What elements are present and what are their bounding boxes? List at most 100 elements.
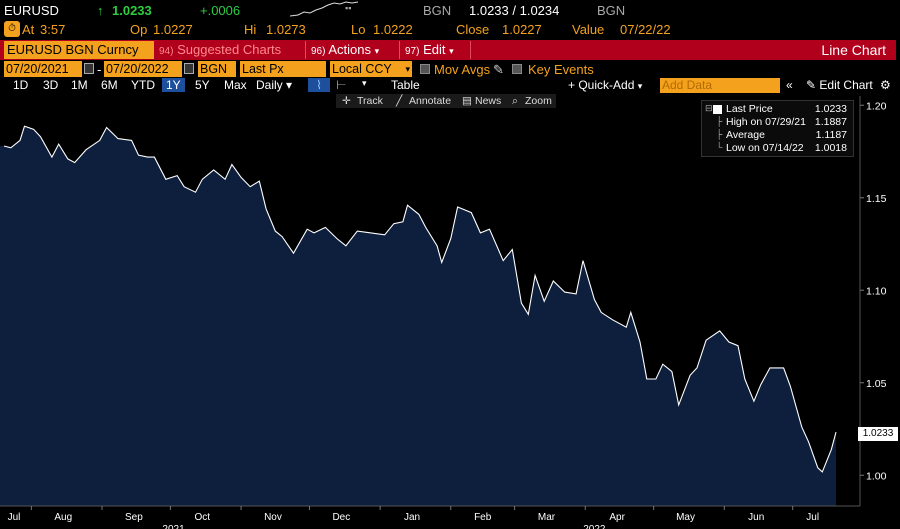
calendar-icon[interactable]	[84, 63, 94, 74]
title-bar: EURUSD BGN Curncy 94) Suggested Charts 9…	[0, 40, 896, 60]
price-chart[interactable]: 1.001.051.101.151.20 Jul Aug Sep Oct Nov Dec J…	[0, 96, 900, 529]
x-tick-label: Nov	[264, 512, 282, 523]
range-1m[interactable]: 1M	[71, 78, 88, 92]
bar-chart-icon[interactable]: ⊢	[336, 78, 347, 92]
key-events-checkbox[interactable]	[512, 64, 522, 74]
chart-tools: ✛ Track ╱ Annotate ▤ News ⌕ Zoom	[336, 94, 556, 108]
x-tick-label: Dec	[332, 512, 350, 523]
bid-ask: 1.0233 / 1.0234	[469, 3, 560, 18]
legend-tree-icon: ├	[716, 116, 723, 126]
y-tick-label: 1.15	[866, 193, 887, 205]
legend-collapse-icon[interactable]: ⊟	[705, 103, 713, 113]
legend-tree-icon: ├	[716, 129, 723, 139]
value-label: Value	[572, 22, 605, 37]
x-tick-label: Jun	[748, 512, 764, 523]
x-tick-label: Jul	[8, 512, 21, 523]
annotate-button[interactable]: Annotate	[409, 95, 452, 107]
y-tick-label: 1.05	[866, 378, 887, 390]
x-tick-label: Mar	[538, 512, 556, 523]
x-tick-label: May	[676, 512, 695, 523]
security-input[interactable]: EURUSD BGN Curncy	[4, 41, 154, 59]
edit-label: Edit	[423, 42, 446, 57]
high-label: Hi	[244, 22, 257, 37]
currency-select[interactable]: Local CCY ▾	[330, 61, 412, 77]
suggested-charts-menu[interactable]: 94) Suggested Charts	[159, 42, 281, 57]
range-ytd[interactable]: YTD	[131, 78, 155, 92]
quote-time: 3:57	[40, 22, 66, 37]
frequency-select[interactable]: Daily ▾	[256, 78, 292, 92]
news-button[interactable]: News	[475, 95, 502, 107]
mov-avgs-label: Mov Avgs	[434, 62, 491, 77]
zoom-button[interactable]: Zoom	[525, 95, 552, 107]
actions-number: 96)	[311, 46, 326, 57]
range-max[interactable]: Max	[224, 78, 247, 92]
x-tick-label: Apr	[609, 512, 625, 523]
y-tick-label: 1.20	[866, 100, 887, 112]
suggested-charts-label: Suggested Charts	[177, 42, 282, 57]
x-tick-label: Jul	[806, 512, 819, 523]
pencil-icon[interactable]: ✎	[493, 62, 504, 77]
quote-row: ⏱ At 3:57 Op 1.0227 Hi 1.0273 Lo 1.0222 …	[0, 20, 900, 39]
legend-avg-label: Average	[726, 129, 765, 141]
chevron-down-icon: ▾	[374, 46, 380, 56]
gear-icon[interactable]: ⚙	[880, 78, 891, 92]
annotate-icon[interactable]: ╱	[396, 95, 403, 107]
chevron-down-icon: ▾	[637, 81, 643, 91]
mov-avgs-checkbox[interactable]	[420, 64, 430, 74]
chart-legend[interactable]: ⊟ Last Price 1.0233 ├ High on 07/29/21 1…	[701, 100, 854, 157]
source-label: BGN	[423, 3, 452, 18]
legend-high-label: High on 07/29/21	[726, 116, 806, 128]
sparkline-marker-icon: ▪▪	[345, 3, 352, 13]
value-date: 07/22/22	[620, 22, 671, 37]
field-input[interactable]: Last Px	[240, 61, 326, 77]
up-arrow-icon: ↑	[97, 3, 104, 18]
quick-add-label: + Quick-Add	[568, 78, 635, 92]
source-input[interactable]: BGN	[198, 61, 236, 77]
x-tick-label: Oct	[195, 512, 211, 523]
range-1d[interactable]: 1D	[13, 78, 29, 92]
collapse-icon[interactable]: «	[786, 78, 793, 92]
chevron-down-icon[interactable]: ▾	[362, 78, 367, 88]
end-date-input[interactable]: 07/20/2022	[104, 61, 182, 77]
legend-low-value: 1.0018	[814, 142, 847, 154]
low-label: Lo	[351, 22, 366, 37]
chevron-down-icon: ▾	[286, 78, 293, 92]
edit-menu[interactable]: 97) Edit ▾	[405, 42, 454, 57]
chevron-down-icon: ▾	[449, 46, 454, 56]
price-line	[3, 125, 837, 473]
calendar-icon[interactable]	[184, 63, 194, 74]
range-toolbar: 1D 3D 1M 6M YTD 1Y 5Y Max Daily ▾ ⌇ ⊢ ▾ …	[0, 77, 900, 94]
range-5y[interactable]: 5Y	[195, 78, 210, 92]
x-year-label: 2021	[162, 524, 185, 529]
track-button[interactable]: Track	[357, 95, 383, 107]
range-1y[interactable]: 1Y	[162, 78, 185, 92]
range-3d[interactable]: 3D	[43, 78, 59, 92]
intraday-sparkline	[290, 1, 359, 17]
source-label-2: BGN	[597, 3, 626, 18]
x-axis: Jul Aug Sep Oct Nov Dec Jan Feb Mar Apr May Jun Jul 2…	[8, 506, 819, 529]
legend-last-value: 1.0233	[814, 103, 847, 115]
add-data-input[interactable]: Add Data	[660, 78, 780, 93]
start-date-input[interactable]: 07/20/2021	[4, 61, 82, 77]
price-change: +.0006	[200, 3, 241, 18]
actions-menu[interactable]: 96) Actions ▾	[311, 42, 379, 57]
close-label: Close	[456, 22, 490, 37]
line-chart-icon[interactable]: ⌇	[308, 78, 330, 92]
frequency-value: Daily	[256, 78, 283, 92]
menu-divider	[305, 41, 306, 59]
quick-add-button[interactable]: + Quick-Add ▾	[568, 78, 642, 92]
y-tick-label: 1.00	[866, 470, 887, 482]
ticker-header: EURUSD ↑ 1.0233 +.0006 ▪▪ BGN 1.0233 / 1…	[0, 0, 900, 20]
chart-type-label: Line Chart	[821, 42, 886, 58]
crosshair-icon[interactable]: ✛	[342, 95, 351, 107]
alert-icon[interactable]: ⏱	[4, 21, 20, 37]
table-button[interactable]: Table	[391, 78, 420, 92]
ticker-symbol: EURUSD	[4, 3, 59, 18]
edit-chart-button[interactable]: ✎ Edit Chart	[806, 78, 873, 92]
zoom-icon[interactable]: ⌕	[512, 95, 518, 107]
range-6m[interactable]: 6M	[101, 78, 118, 92]
x-tick-label: Sep	[125, 512, 143, 523]
news-icon[interactable]: ▤	[462, 95, 472, 107]
at-label: At	[22, 22, 35, 37]
high-value: 1.0273	[266, 22, 306, 37]
